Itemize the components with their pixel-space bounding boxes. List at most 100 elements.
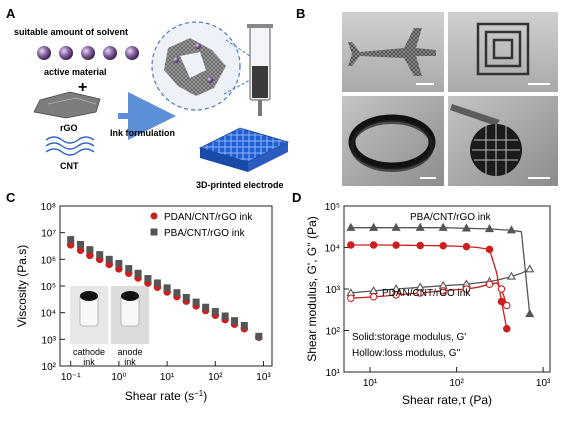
chart-d-point-s2 xyxy=(369,241,378,249)
inset-anode-label-1: anode xyxy=(117,347,142,357)
chart-d-point-s0 xyxy=(484,224,495,233)
chart-d-point-s0 xyxy=(506,225,516,234)
chart-c-point-s1 xyxy=(125,265,133,273)
chart-d-y-tick-label: 10¹ xyxy=(326,368,341,379)
chart-c-x-tick-label: 10² xyxy=(208,372,223,383)
chart-d-x-ticks: 10¹ 10² 10³ xyxy=(363,367,551,389)
chart-d-label-pdan: PDAN/CNT/rGO ink xyxy=(382,288,471,299)
panel-a-label: A xyxy=(6,6,16,21)
cnt-icon xyxy=(45,136,95,156)
chart-c-x-tick-label: 10⁻¹ xyxy=(61,372,81,383)
chart-d-point-s2 xyxy=(439,242,447,250)
rgo-label: rGO xyxy=(60,123,78,133)
chart-d-point-s2 xyxy=(416,241,424,250)
chart-c-x-tick-label: 10⁰ xyxy=(111,372,126,383)
chart-d-point-s3 xyxy=(347,294,355,302)
legend-c-entry-1: PDAN/CNT/rGO ink xyxy=(164,212,253,223)
panel-a: A suitable amount of solvent active mate… xyxy=(6,6,290,190)
chart-d-series-line-2 xyxy=(350,244,508,329)
chart-d-point-s0 xyxy=(438,222,448,231)
chart-d-point-s2 xyxy=(503,325,511,333)
chart-c-point-s1 xyxy=(86,246,94,254)
chart-d-point-s2 xyxy=(347,241,355,249)
chart-d-point-s0 xyxy=(525,309,535,318)
syringe-icon xyxy=(247,24,273,116)
printed-electrode-icon xyxy=(198,127,290,172)
tweezers-icon xyxy=(450,104,500,126)
chart-d-point-s3 xyxy=(439,287,447,295)
solvent-label: suitable amount of solvent xyxy=(14,27,128,37)
chart-c-y-tick-label: 10⁷ xyxy=(41,229,56,240)
chart-c-legend: PDAN/CNT/rGO ink PBA/CNT/rGO ink xyxy=(150,212,253,239)
chart-d-point-s0 xyxy=(391,222,401,231)
chart-c-y-tick-label: 10⁵ xyxy=(41,282,56,293)
chart-c-point-s1 xyxy=(163,284,171,292)
chart-d-x-tick-label: 10³ xyxy=(536,378,551,389)
chart-c-point-s1 xyxy=(202,303,210,311)
inset-cathode-label-1: cathode xyxy=(73,347,105,357)
chart-c-point-s1 xyxy=(96,251,104,259)
chart-c-y-tick-label: 10³ xyxy=(42,335,57,346)
chart-d-point-s2 xyxy=(497,297,506,306)
chart-d-point-s2 xyxy=(392,241,400,249)
chart-d-y-tick-label: 10⁵ xyxy=(325,202,340,213)
chart-d-y-tick-label: 10² xyxy=(326,327,341,338)
chart-c-x-tick-label: 10³ xyxy=(256,372,271,383)
airplane-shape xyxy=(348,28,436,76)
chart-d-x-tick-label: 10² xyxy=(449,378,464,389)
chart-c-y-tick-label: 10⁶ xyxy=(41,255,56,266)
chart-d-point-s3 xyxy=(503,301,511,310)
chart-d-point-s2 xyxy=(462,242,471,251)
chart-c-point-s1 xyxy=(192,298,200,306)
panel-d-label: D xyxy=(292,190,301,205)
chart-d-point-s3 xyxy=(497,285,506,293)
chart-c-data-marks xyxy=(66,236,263,341)
legend-c-marker-1 xyxy=(150,212,158,220)
chart-c-y-tick-label: 10² xyxy=(42,362,57,373)
chart-c-point-s1 xyxy=(211,308,219,316)
chart-c-y-tick-label: 10⁴ xyxy=(41,309,56,320)
chart-c-point-s1 xyxy=(153,279,161,287)
chart-c-point-s0 xyxy=(86,251,94,260)
chart-c-point-s1 xyxy=(67,236,75,244)
inset-anode-label-2: ink xyxy=(124,357,136,367)
chart-d-y-tick-label: 10⁴ xyxy=(325,244,340,255)
chart-c-point-s1 xyxy=(173,289,181,297)
concentric-squares-shape xyxy=(476,22,530,76)
chart-c-x-axis-label: Shear rate (s−1) xyxy=(125,389,208,404)
chart-d-point-s3 xyxy=(462,285,471,293)
rgo-sheet-icon xyxy=(33,91,101,119)
chart-d-point-s1 xyxy=(525,264,535,273)
ink-formulation-label: Ink formulation xyxy=(110,128,175,138)
chart-c-point-s1 xyxy=(182,294,190,302)
chart-c-point-s1 xyxy=(134,269,142,277)
legend-c-entry-2: PBA/CNT/rGO ink xyxy=(164,228,246,239)
chart-d-point-s0 xyxy=(415,222,425,231)
photo-concentric-squares xyxy=(448,12,558,92)
ink-microstructure-icon xyxy=(151,21,241,111)
chart-c-y-tick-label: 10⁸ xyxy=(41,202,56,213)
chart-c-x-tick-label: 10¹ xyxy=(160,372,175,383)
inset-cathode-label-2: ink xyxy=(83,357,95,367)
chart-d-note-solid: Solid:storage modulus, G' xyxy=(352,332,466,343)
chart-d-note-hollow: Hollow:loss modulus, G'' xyxy=(352,348,460,359)
legend-c-marker-2 xyxy=(150,228,158,236)
chart-c-point-s1 xyxy=(144,275,152,283)
chart-d-point-s0 xyxy=(346,222,356,231)
panel-b-label: B xyxy=(296,6,305,21)
chart-d-point-s3 xyxy=(392,291,400,299)
chart-d-data-marks xyxy=(346,222,535,333)
printed-electrode-label: 3D-printed electrode xyxy=(196,180,284,190)
active-material-label: active material xyxy=(44,67,107,77)
panel-c-label: C xyxy=(6,190,16,205)
chart-c-point-s1 xyxy=(115,259,123,267)
chart-c-point-s1 xyxy=(255,332,263,340)
vial-inset: cathode ink anode ink xyxy=(70,286,149,367)
plus-sign: + xyxy=(78,79,87,96)
chart-d-series-lines xyxy=(350,227,531,329)
chart-d-point-s0 xyxy=(461,223,472,232)
chart-c-point-s1 xyxy=(230,317,238,325)
chart-d-point-s2 xyxy=(485,245,494,254)
chart-c-point-s1 xyxy=(240,322,248,330)
chart-d-y-ticks: 10¹ 10² 10³ 10⁴ 10⁵ xyxy=(325,202,349,379)
